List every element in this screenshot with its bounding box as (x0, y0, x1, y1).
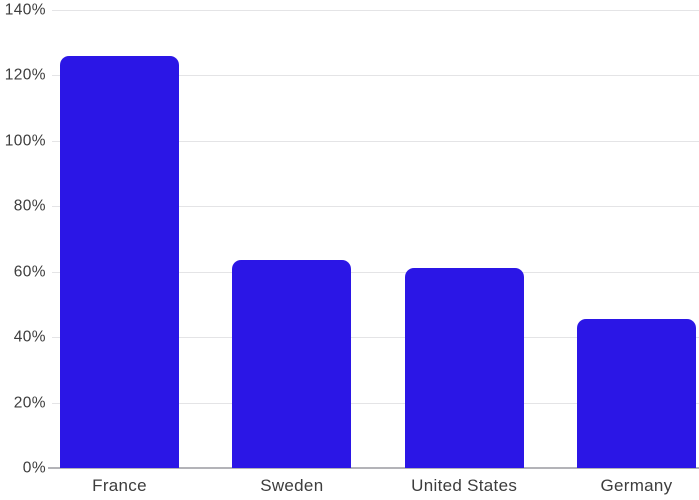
gridline (52, 140, 699, 142)
y-axis-tick-label: 20% (13, 393, 46, 411)
y-axis-tick-label: 100% (4, 132, 46, 150)
bar-united-states (404, 268, 524, 468)
x-axis-category-label: United States (411, 476, 518, 495)
gridline (52, 402, 699, 404)
x-axis-category-label: Germany (600, 476, 673, 495)
y-axis-tick-label: 120% (4, 66, 46, 84)
gridline (52, 75, 699, 77)
gridline (52, 337, 699, 339)
y-axis-tick-label: 60% (13, 262, 46, 280)
bar-france (60, 55, 179, 468)
y-axis-tick-label: 40% (13, 328, 46, 346)
gridline (52, 206, 699, 208)
y-axis-tick-label: 140% (4, 1, 46, 19)
x-axis-baseline (48, 467, 699, 469)
gridline (52, 10, 699, 11)
bar-sweden (232, 260, 352, 468)
gridline (52, 271, 699, 273)
y-axis-tick-label: 0% (22, 459, 46, 477)
x-axis-category-label: France (92, 476, 147, 495)
y-axis-tick-label: 80% (13, 197, 46, 215)
x-axis-category-label: Sweden (260, 476, 324, 495)
bar-germany (576, 319, 696, 468)
